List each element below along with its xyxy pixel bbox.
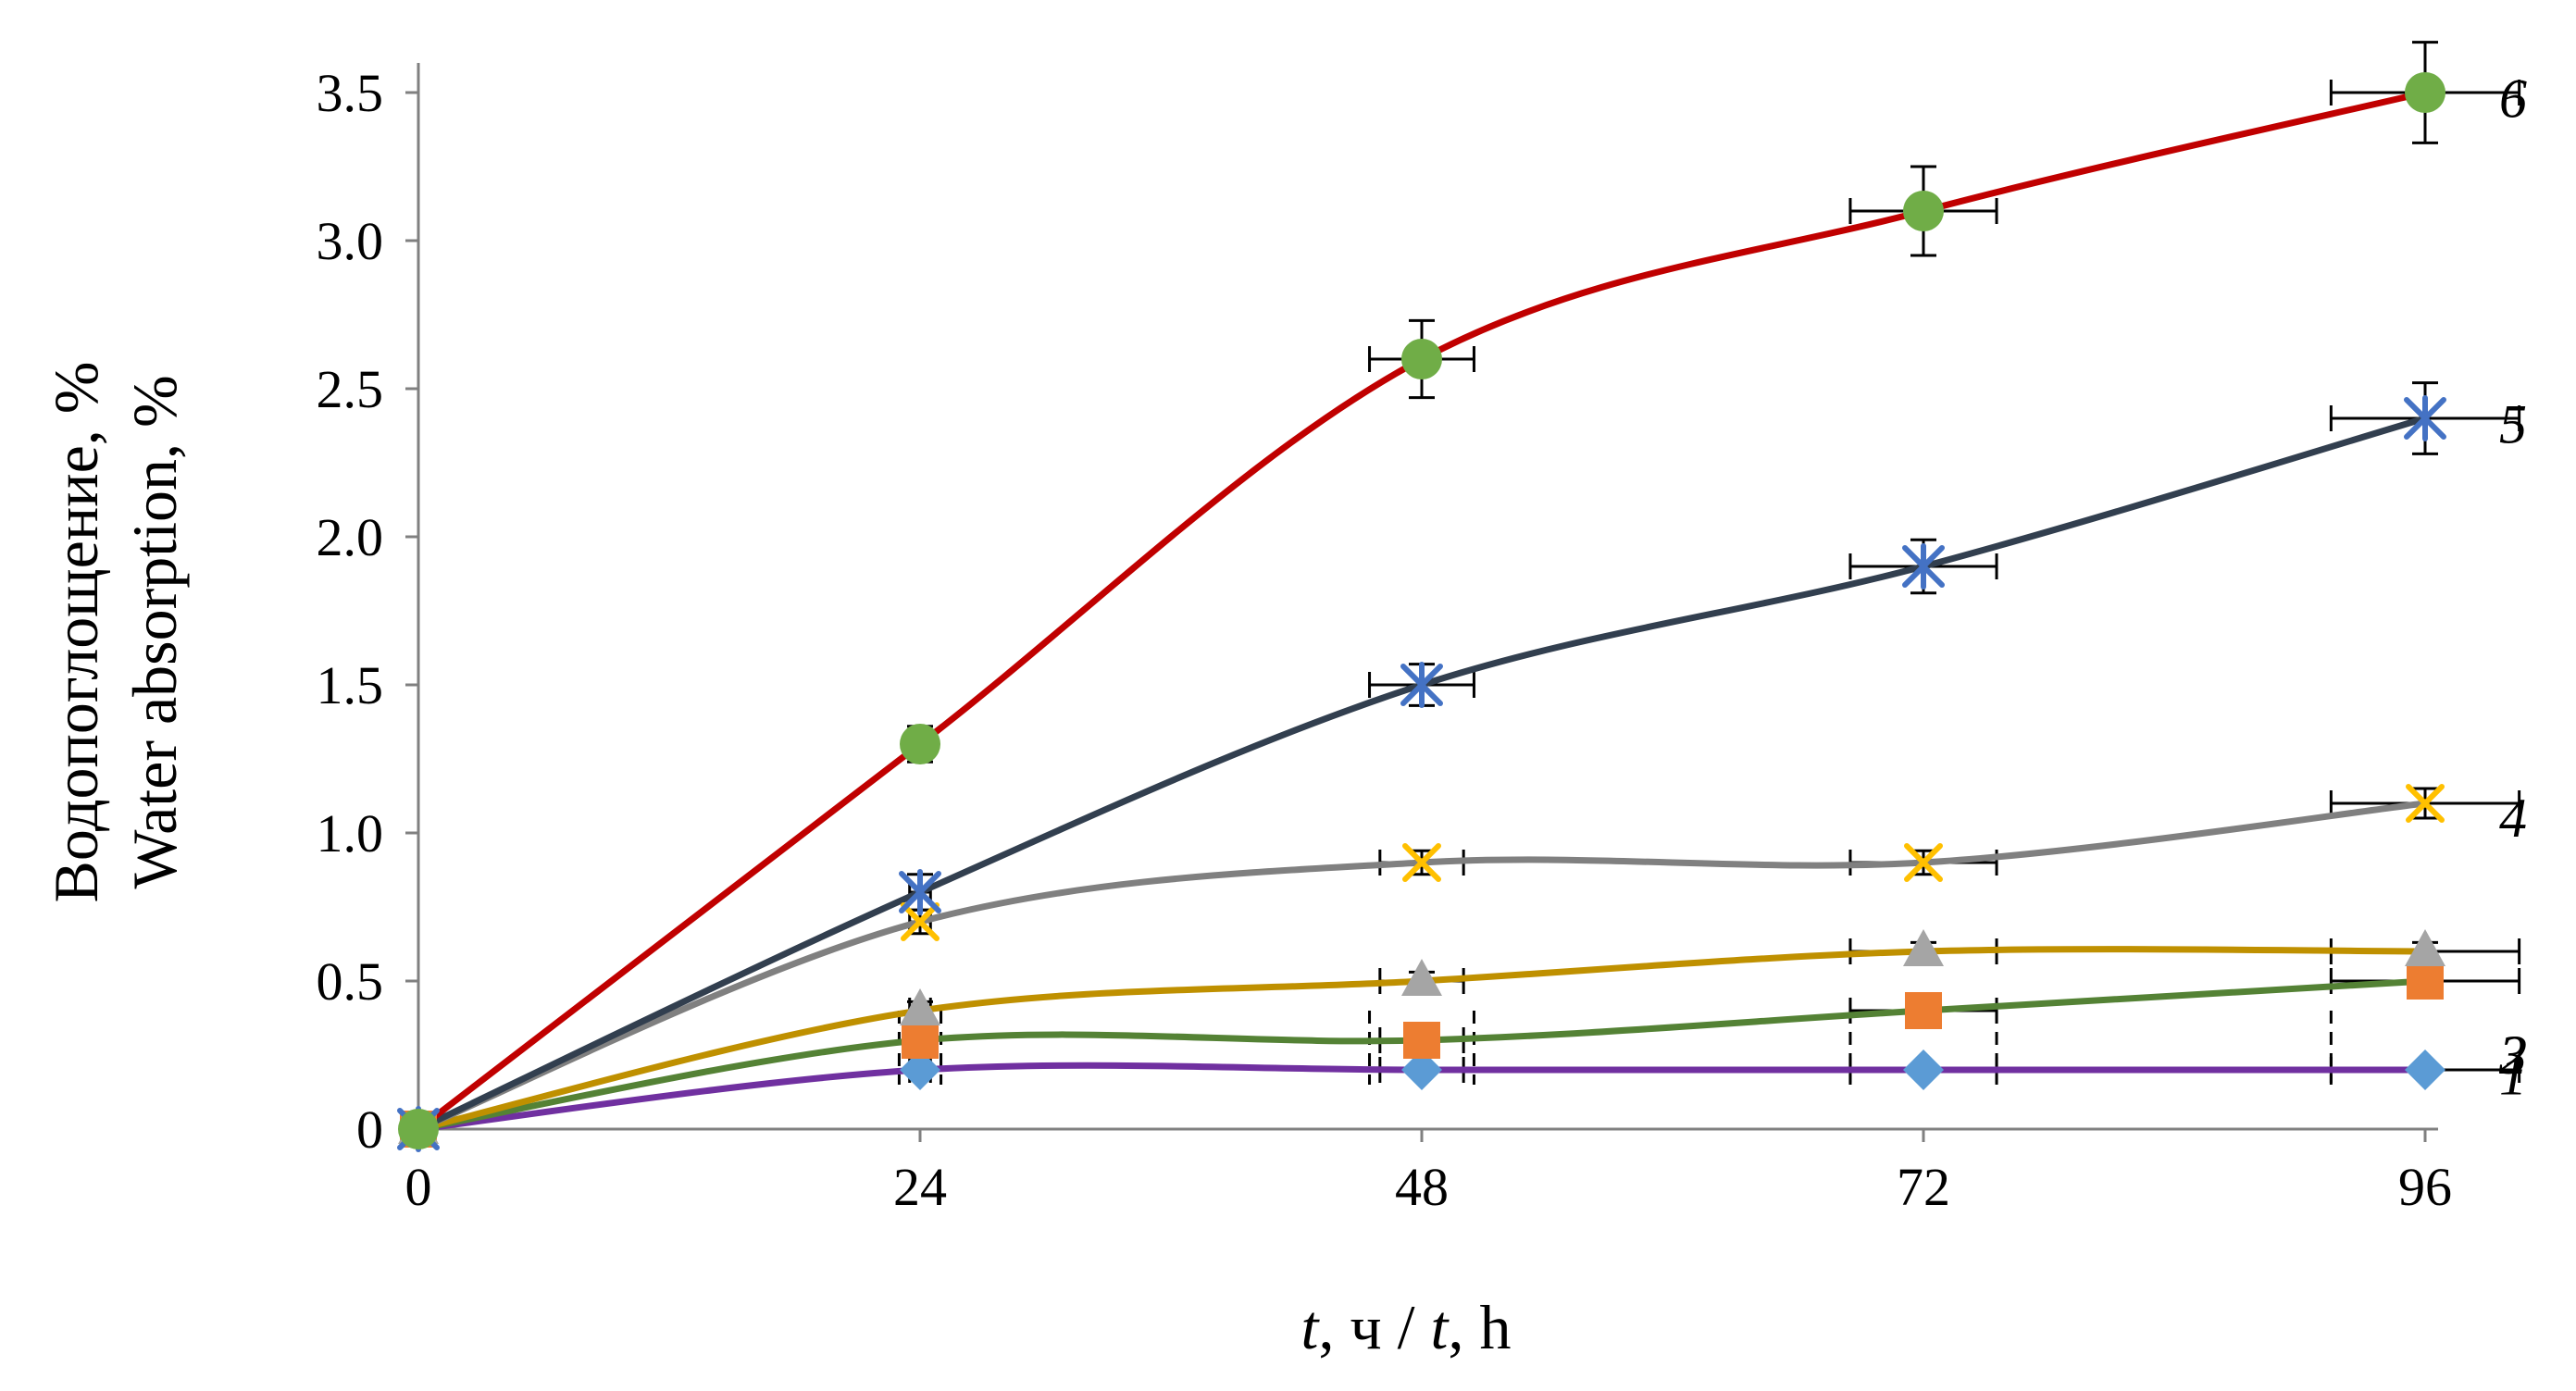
series-markers [397, 72, 2446, 1152]
series-label-3: 3 [2498, 1025, 2527, 1086]
y-tick-label: 2.0 [317, 507, 384, 567]
data-point-series-1 [1401, 1049, 1442, 1090]
x-axis-title-var-en: t [1431, 1292, 1450, 1362]
data-point-series-2 [902, 1022, 939, 1059]
data-point-series-1 [1903, 1049, 1944, 1090]
data-point-series-6 [1401, 339, 1442, 379]
series-label-5: 5 [2499, 393, 2527, 454]
data-point-series-5 [1400, 662, 1443, 708]
axes [417, 63, 2438, 1131]
data-point-series-6 [1903, 191, 1944, 231]
data-point-series-5 [899, 869, 941, 915]
series-label-4: 4 [2499, 788, 2527, 849]
x-axis-title-var-ru: t [1301, 1292, 1321, 1362]
data-point-series-3 [900, 988, 940, 1025]
x-axis-title-unit-ru: , ч / [1318, 1292, 1430, 1362]
x-tick-label: 24 [893, 1157, 947, 1217]
x-tick-label: 96 [2398, 1157, 2452, 1217]
data-point-series-2 [1403, 1022, 1440, 1059]
data-point-series-4 [901, 902, 940, 941]
data-point-series-1 [2405, 1049, 2445, 1090]
x-tick-label: 72 [1897, 1157, 1950, 1217]
y-axis-title-line2: Water absorption, % [119, 375, 190, 888]
y-axis-title-line1: Водопоглощение, % [41, 362, 111, 903]
x-tick-label: 0 [405, 1157, 432, 1217]
series-labels: 123 4 5 6 [2498, 68, 2527, 1106]
y-tick-label: 0 [356, 1099, 383, 1160]
error-bar [1368, 318, 1475, 400]
x-axis-title: t, ч / t, h [1301, 1292, 1512, 1362]
data-point-series-3 [2405, 929, 2445, 966]
data-point-series-2 [1905, 992, 1942, 1029]
data-point-series-5 [2404, 395, 2446, 441]
data-point-series-2 [2407, 963, 2444, 1000]
series-label-2: 2 [2499, 1025, 2527, 1086]
data-point-series-3 [1903, 929, 1944, 966]
y-tick-label: 3.0 [317, 211, 384, 271]
x-axis-title-unit-en: , h [1448, 1292, 1511, 1362]
y-tick-label: 1.5 [317, 655, 384, 715]
series-line-6 [415, 89, 2429, 1133]
x-axis-ticks: 0 24 48 72 96 [405, 1129, 2452, 1217]
series-label-1: 1 [2499, 1045, 2527, 1106]
data-point-series-3 [1401, 959, 1442, 996]
data-point-series-4 [2406, 784, 2445, 823]
data-point-series-5 [1902, 543, 1945, 590]
y-tick-label: 0.5 [317, 951, 384, 1012]
y-tick-label: 2.5 [317, 359, 384, 419]
y-tick-label: 1.0 [317, 803, 384, 863]
y-tick-label: 3.5 [317, 63, 384, 123]
data-point-series-4 [1402, 843, 1441, 882]
data-point-series-1 [900, 1049, 940, 1090]
y-axis-ticks: 0 0.5 1.0 1.5 2.0 2.5 3.0 3.5 [317, 63, 418, 1160]
data-point-series-4 [1904, 843, 1943, 882]
series-label-6: 6 [2499, 68, 2527, 129]
data-point-series-6 [398, 1109, 439, 1149]
data-point-series-6 [2405, 72, 2445, 113]
data-point-series-6 [900, 724, 940, 764]
x-tick-label: 48 [1395, 1157, 1449, 1217]
